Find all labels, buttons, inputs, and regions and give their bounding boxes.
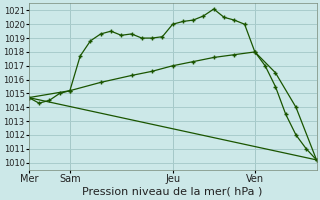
X-axis label: Pression niveau de la mer( hPa ): Pression niveau de la mer( hPa ) [83,187,263,197]
